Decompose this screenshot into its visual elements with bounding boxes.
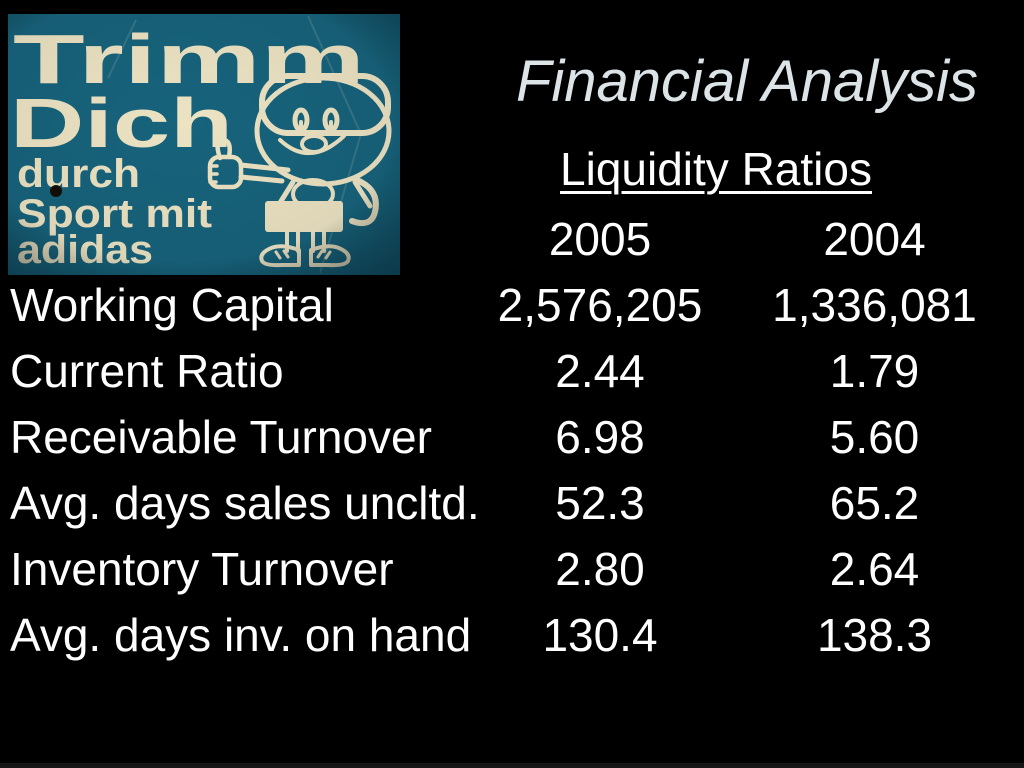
ad-illustration: Trimm Dich durch Sport mit adidas [8,14,400,275]
year-header-2004: 2004 [823,213,926,265]
ratio-value-2004: 138.3 [816,609,933,661]
slide-bottom-edge [0,763,1024,768]
trimm-dich-adidas-ad-image: Trimm Dich durch Sport mit adidas [8,14,400,275]
photo-vignette [8,14,400,275]
ratio-label: Inventory Turnover [10,543,394,595]
table-row: Current Ratio 2.44 1.79 [0,338,1024,404]
section-heading: Liquidity Ratios [408,136,1024,202]
ratio-label: Avg. days sales uncltd. [10,477,480,529]
year-header-2005: 2005 [548,213,652,265]
table-row: Avg. days inv. on hand 130.4 138.3 [0,602,1024,668]
ratio-label: Avg. days inv. on hand [10,609,472,661]
ratio-value-2005: 6.98 [555,411,645,463]
year-header-row: 2005 2004 [0,206,1024,272]
table-row: Inventory Turnover 2.80 2.64 [0,536,1024,602]
ratio-label: Current Ratio [10,345,284,397]
ratio-value-2004: 2.64 [829,543,920,595]
table-row: Avg. days sales uncltd. 52.3 65.2 [0,470,1024,536]
ratio-label: Receivable Turnover [10,411,432,463]
year-header-spacer [0,206,475,272]
liquidity-ratios-table: 2005 2004 Working Capital 2,576,205 1,33… [0,206,1024,668]
table-row: Working Capital 2,576,205 1,336,081 [0,272,1024,338]
ratio-value-2005: 130.4 [542,609,658,661]
ratio-value-2004: 5.60 [829,411,920,463]
ratio-value-2005: 2.44 [555,345,645,397]
ratio-value-2005: 2.80 [555,543,645,595]
ratio-value-2004: 1,336,081 [772,279,977,331]
slide-title: Financial Analysis [515,49,979,114]
ratio-table-body: Working Capital 2,576,205 1,336,081 Curr… [0,272,1024,668]
ratio-value-2005: 52.3 [555,477,645,529]
ratio-label: Working Capital [10,279,334,331]
section-heading-text: Liquidity Ratios [560,143,872,195]
ratio-value-2005: 2,576,205 [497,279,703,331]
ratio-value-2004: 1.79 [829,345,920,397]
ratio-value-2004: 65.2 [829,477,920,529]
table-row: Receivable Turnover 6.98 5.60 [0,404,1024,470]
